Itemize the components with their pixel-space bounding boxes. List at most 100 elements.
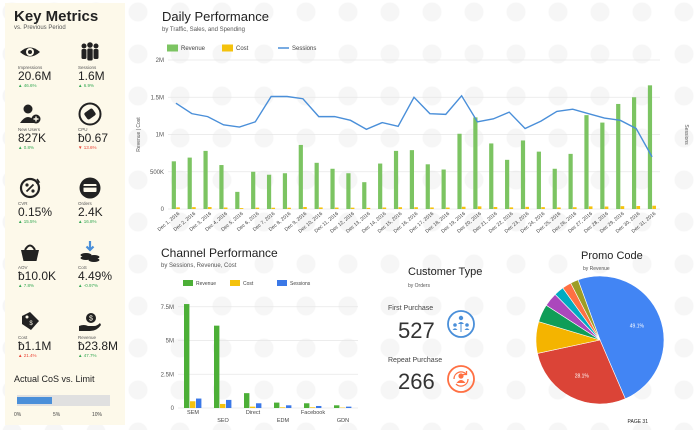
people-network-icon <box>447 310 475 338</box>
metric-delta: ▼ 13.6% <box>78 145 97 150</box>
customer-type-subtitle: by Orders <box>408 283 430 289</box>
cos-tick-label: 5% <box>53 412 61 418</box>
revenue-bar <box>457 133 462 209</box>
revenue-bar <box>235 191 240 209</box>
channel-cost-bar <box>220 403 226 408</box>
cost-bar <box>287 207 291 209</box>
svg-text:$: $ <box>89 316 93 323</box>
cost-bar <box>350 207 355 209</box>
channel-sessions-bar <box>226 399 232 408</box>
metric-delta: ▲ 16.8% <box>78 219 97 224</box>
cost-bar <box>557 207 561 209</box>
revenue-bar <box>266 174 272 209</box>
cost-bar <box>604 206 609 209</box>
metric-value: 20.6M <box>18 69 52 83</box>
channel-sessions-bar <box>256 403 262 408</box>
revenue-bar <box>425 164 430 209</box>
channel-revenue-bar <box>304 403 310 408</box>
cost-bar <box>636 206 641 209</box>
key-metrics-subtitle: vs. Previous Period <box>14 25 66 31</box>
legend-label: Revenue <box>196 281 216 287</box>
legend-swatch-cost <box>230 280 240 286</box>
revenue-bar <box>489 143 494 209</box>
y-tick-label: 1.5M <box>151 95 164 101</box>
metric-label: CoS <box>78 265 87 270</box>
first-purchase-label: First Purchase <box>388 305 434 312</box>
metric-label: CVR <box>18 201 28 206</box>
channel-revenue-bar <box>244 393 250 408</box>
percent-cycle-icon <box>19 177 41 199</box>
channel-sessions-bar <box>346 406 352 408</box>
first-purchase-value: 527 <box>398 318 435 343</box>
cos-tick-label: 0% <box>14 412 22 418</box>
cost-bar <box>382 207 387 209</box>
legend-swatch-cost <box>222 44 233 52</box>
y-tick-label: 2.5M <box>161 372 174 378</box>
metric-value: ƀ10.0K <box>18 269 57 283</box>
legend-label: Sessions <box>292 46 316 52</box>
pie-slice <box>537 339 626 405</box>
metric-value: 2.4K <box>78 205 103 219</box>
cost-bar <box>398 207 403 209</box>
revenue-bar <box>219 165 224 209</box>
cost-bar <box>271 207 276 209</box>
channel-revenue-bar <box>214 325 220 408</box>
cost-bar <box>223 207 228 209</box>
x-tick-label: GDN <box>337 418 349 424</box>
metric-value: ƀ1.1M <box>18 339 52 353</box>
y-tick-label: 1M <box>156 133 164 139</box>
revenue-bar <box>409 150 414 209</box>
cost-bar <box>477 206 482 209</box>
revenue-bar <box>346 173 351 209</box>
revenue-bar <box>362 182 367 209</box>
key-metrics-title: Key Metrics <box>14 8 99 25</box>
revenue-bar <box>203 150 208 209</box>
cost-bar <box>620 206 625 209</box>
pie-slice <box>570 279 601 341</box>
pie-slice <box>577 275 665 400</box>
sessions-line <box>175 94 653 158</box>
revenue-bar <box>552 168 557 209</box>
cos-limit-ticks: 0% 5% 10% <box>14 412 114 420</box>
y-tick-label: 5M <box>166 339 174 345</box>
customer-type-title: Customer Type <box>408 266 483 278</box>
metric-value: 0.15% <box>18 205 53 219</box>
x-tick-label: SEM <box>187 410 199 416</box>
revenue-bar <box>647 85 653 209</box>
metric-delta: ▲ -0.97% <box>78 283 98 288</box>
cost-bar <box>207 207 212 209</box>
revenue-bar <box>314 162 319 209</box>
revenue-bar <box>393 150 399 209</box>
cost-bar <box>573 207 577 209</box>
cost-bar <box>652 205 656 209</box>
cost-bar <box>334 207 339 209</box>
x-tick-label: Facebook <box>301 410 325 416</box>
metric-label: Orders <box>78 201 92 206</box>
revenue-bar <box>251 171 256 209</box>
metric-label: CPU <box>78 127 88 132</box>
revenue-bar <box>298 144 303 209</box>
cost-bar <box>414 207 418 209</box>
revenue-bar <box>631 97 637 209</box>
metric-aov: AOV ƀ10.0K ▲ 7.8% <box>18 240 70 300</box>
legend-swatch-sessions <box>277 280 287 286</box>
revenue-bar <box>187 157 192 209</box>
metric-cpu: CPU ƀ0.67 ▼ 13.6% <box>78 102 130 162</box>
cost-bar <box>461 206 466 209</box>
daily-subtitle: by Traffic, Sales, and Spending <box>162 27 245 33</box>
metric-cvr: CVR 0.15% ▲ 15.5% <box>18 176 70 236</box>
channel-sessions-bar <box>286 405 292 408</box>
revenue-bar <box>536 151 541 209</box>
metric-sessions: Sessions 1.6M ▲ 6.9% <box>78 40 130 100</box>
pie-slice-label: 28.1% <box>575 373 590 379</box>
y-tick-label: 0 <box>161 207 165 213</box>
cost-bar <box>430 207 434 209</box>
revenue-bar <box>171 161 176 209</box>
channel-subtitle: by Sessions, Revenue, Cost <box>161 263 237 269</box>
x-tick-label: Direct <box>246 410 261 416</box>
repeat-purchase-value: 266 <box>398 369 435 394</box>
metric-label: Cost <box>18 335 28 340</box>
x-tick-label: EDM <box>277 418 290 424</box>
pie-slice-label: 49.1% <box>630 323 645 329</box>
repeat-purchase-label: Repeat Purchase <box>388 357 443 364</box>
